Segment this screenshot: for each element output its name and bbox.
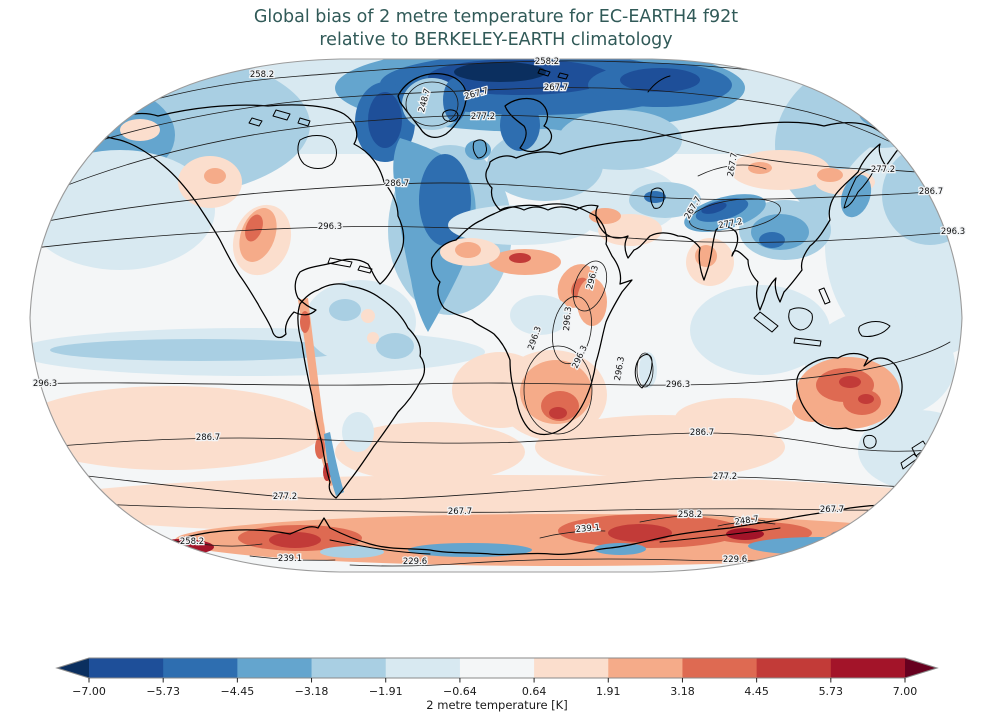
contour-label: 267.7 bbox=[448, 507, 472, 517]
colorbar-segment bbox=[459, 658, 535, 678]
contour-label: 229.6 bbox=[723, 555, 747, 565]
colorbar-extend-over bbox=[905, 658, 937, 678]
colorbar-segment bbox=[163, 658, 238, 678]
contour-label: 229.6 bbox=[403, 557, 427, 567]
colorbar-tick-label: −4.45 bbox=[221, 685, 255, 698]
colorbar-segment bbox=[534, 658, 609, 678]
colorbar-tick-label: 1.91 bbox=[596, 685, 621, 698]
contour-label: 239.1 bbox=[278, 554, 302, 564]
contour-label: 286.7 bbox=[385, 179, 409, 189]
colorbar-tick-label: −5.73 bbox=[146, 685, 180, 698]
bias-fill-layer bbox=[30, 59, 962, 572]
colorbar-tick-label: 5.73 bbox=[819, 685, 844, 698]
colorbar-segment bbox=[89, 658, 164, 678]
colorbar-tick-label: 3.18 bbox=[670, 685, 695, 698]
contour-label: 277.2 bbox=[273, 492, 297, 502]
colorbar-segment bbox=[237, 658, 313, 678]
contour-label: 286.7 bbox=[196, 433, 220, 443]
coastlines bbox=[96, 68, 928, 556]
figure-title-line1: Global bias of 2 metre temperature for E… bbox=[254, 7, 738, 27]
contour-label: 258.2 bbox=[180, 537, 204, 547]
colorbar-segment bbox=[608, 658, 683, 678]
colorbar-segment bbox=[830, 658, 906, 678]
contour-label: 277.2 bbox=[871, 165, 895, 175]
temperature-contours bbox=[30, 60, 961, 567]
contour-label: 258.2 bbox=[535, 57, 559, 67]
colorbar-tick-label: −7.00 bbox=[72, 685, 106, 698]
world-map: 258.2 258.2 248.7 267.7 267.7 277.2 277.2 286.7… bbox=[29, 56, 966, 573]
colorbar-extend-under bbox=[57, 658, 89, 678]
contour-label: 296.3 bbox=[666, 380, 690, 390]
colorbar-tick-label: −1.91 bbox=[369, 685, 403, 698]
colorbar-tick-label: −3.18 bbox=[295, 685, 329, 698]
contour-label: 248.7 bbox=[734, 514, 759, 527]
contour-label: 296.3 bbox=[941, 227, 965, 237]
colorbar-segment bbox=[385, 658, 461, 678]
contour-label: 296.3 bbox=[33, 379, 57, 389]
colorbar-tick-label: 4.45 bbox=[744, 685, 769, 698]
contour-label: 267.7 bbox=[820, 505, 844, 515]
colorbar-segment bbox=[311, 658, 387, 678]
figure-title-line2: relative to BERKELEY-EARTH climatology bbox=[319, 30, 672, 50]
contour-label: 277.2 bbox=[713, 472, 737, 482]
contour-label: 296.3 bbox=[562, 306, 574, 331]
contour-label: 258.2 bbox=[250, 70, 274, 80]
contour-label: 296.3 bbox=[613, 356, 627, 382]
colorbar-tick-label: −0.64 bbox=[443, 685, 477, 698]
contour-label: 286.7 bbox=[919, 187, 943, 197]
colorbar-segment bbox=[682, 658, 758, 678]
colorbar-tick-label: 0.64 bbox=[522, 685, 547, 698]
colorbar-segment bbox=[756, 658, 832, 678]
contour-label: 296.3 bbox=[318, 222, 342, 232]
contour-label: 239.1 bbox=[575, 523, 600, 535]
colorbar: −7.00 −5.73 −4.45 −3.18 −1.91 −0.64 0.64 1.91 3.… bbox=[55, 657, 939, 712]
contour-label: 277.2 bbox=[471, 112, 495, 122]
projection-outline bbox=[29, 58, 963, 573]
contour-label: 286.7 bbox=[690, 428, 714, 438]
contour-label: 258.2 bbox=[678, 510, 702, 520]
colorbar-tick-label: 7.00 bbox=[893, 685, 918, 698]
contour-label: 267.7 bbox=[544, 83, 568, 93]
colorbar-axis-label: 2 metre temperature [K] bbox=[426, 698, 567, 712]
